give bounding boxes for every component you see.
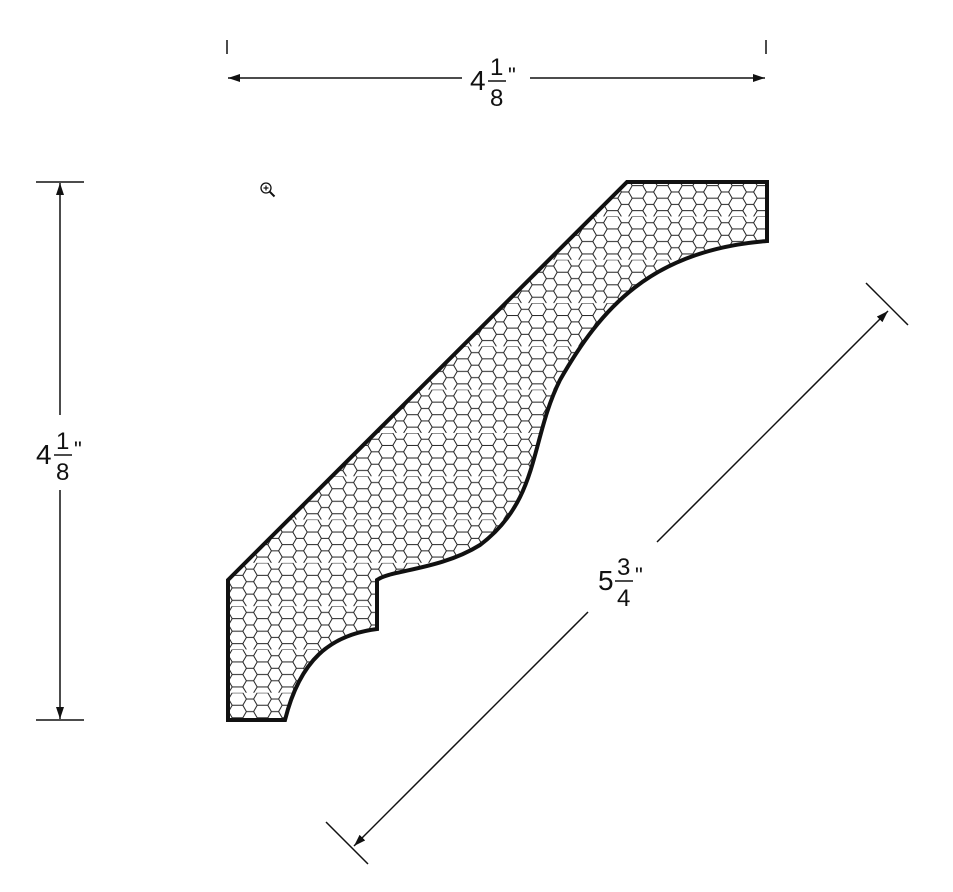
diagonal-dimension-line-top: [656, 310, 889, 543]
width-dimension: 4 1 8 ": [226, 40, 767, 112]
diagonal-denominator: 4: [617, 585, 630, 612]
diagonal-extension-top: [865, 282, 909, 326]
height-unit: ": [74, 437, 82, 462]
width-label: 4 1 8 ": [470, 54, 516, 112]
diagonal-dimension-line-bottom: [353, 611, 589, 847]
moulding-profile: [226, 180, 769, 722]
diagonal-whole: 5: [598, 565, 614, 596]
width-unit: ": [508, 63, 516, 88]
width-numerator: 1: [490, 54, 503, 81]
height-numerator: 1: [56, 428, 69, 455]
width-whole: 4: [470, 65, 486, 96]
diagonal-dimension: 5 3 4 ": [325, 282, 909, 865]
height-denominator: 8: [56, 459, 69, 486]
zoom-in-icon[interactable]: [259, 181, 277, 199]
diagonal-label: 5 3 4 ": [598, 554, 643, 612]
height-label: 4 1 8 ": [36, 428, 82, 486]
height-whole: 4: [36, 439, 52, 470]
diagonal-unit: ": [635, 563, 643, 588]
width-denominator: 8: [490, 85, 503, 112]
height-dimension: 4 1 8 ": [36, 181, 84, 721]
diagonal-numerator: 3: [617, 554, 630, 581]
diagonal-extension-bottom: [325, 821, 369, 865]
